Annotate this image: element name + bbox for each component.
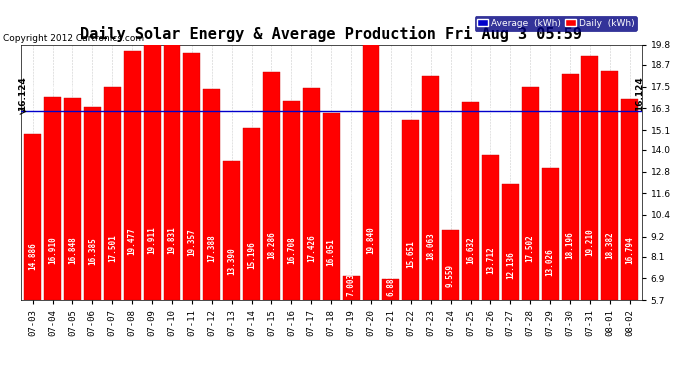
- Bar: [124, 51, 141, 300]
- Text: 16.794: 16.794: [625, 236, 634, 264]
- Text: 13.712: 13.712: [486, 246, 495, 274]
- Text: 13.026: 13.026: [546, 248, 555, 276]
- Text: 18.286: 18.286: [267, 231, 276, 259]
- Text: 16.708: 16.708: [287, 236, 296, 264]
- Text: 16.632: 16.632: [466, 237, 475, 264]
- Text: 16.385: 16.385: [88, 237, 97, 265]
- Bar: [184, 53, 200, 300]
- Text: 18.196: 18.196: [566, 232, 575, 260]
- Text: 13.390: 13.390: [227, 247, 236, 275]
- Bar: [502, 184, 519, 300]
- Text: 19.840: 19.840: [366, 226, 375, 254]
- Bar: [144, 43, 161, 300]
- Bar: [84, 107, 101, 300]
- Text: 12.136: 12.136: [506, 251, 515, 279]
- Bar: [422, 76, 439, 300]
- Bar: [104, 87, 121, 300]
- Bar: [442, 230, 459, 300]
- Legend: Average  (kWh), Daily  (kWh): Average (kWh), Daily (kWh): [475, 16, 637, 31]
- Text: 6.881: 6.881: [386, 273, 395, 296]
- Bar: [44, 97, 61, 300]
- Title: Daily Solar Energy & Average Production Fri Aug 3 05:59: Daily Solar Energy & Average Production …: [80, 27, 582, 42]
- Text: 17.426: 17.426: [307, 234, 316, 262]
- Text: 14.886: 14.886: [28, 242, 37, 270]
- Bar: [621, 99, 638, 300]
- Bar: [582, 56, 598, 300]
- Text: 16.124: 16.124: [635, 76, 644, 111]
- Bar: [522, 87, 539, 300]
- Bar: [243, 128, 260, 300]
- Bar: [402, 120, 420, 300]
- Text: 9.559: 9.559: [446, 264, 455, 288]
- Text: 19.357: 19.357: [188, 228, 197, 255]
- Bar: [204, 88, 220, 300]
- Bar: [382, 279, 400, 300]
- Bar: [562, 74, 578, 300]
- Text: 19.210: 19.210: [585, 228, 595, 256]
- Bar: [24, 134, 41, 300]
- Bar: [224, 161, 240, 300]
- Bar: [462, 102, 479, 300]
- Text: 18.382: 18.382: [605, 231, 614, 259]
- Text: 15.196: 15.196: [247, 242, 256, 269]
- Bar: [323, 113, 339, 300]
- Bar: [343, 276, 359, 300]
- Text: 17.388: 17.388: [207, 234, 216, 262]
- Bar: [362, 44, 380, 300]
- Text: 17.502: 17.502: [526, 234, 535, 262]
- Text: 16.124: 16.124: [18, 76, 27, 111]
- Text: 19.911: 19.911: [148, 226, 157, 254]
- Bar: [283, 101, 300, 300]
- Bar: [263, 72, 280, 300]
- Text: Copyright 2012 Cartronics.com: Copyright 2012 Cartronics.com: [3, 34, 145, 43]
- Text: 15.651: 15.651: [406, 240, 415, 268]
- Text: 7.003: 7.003: [346, 273, 355, 296]
- Bar: [164, 45, 180, 300]
- Text: 19.477: 19.477: [128, 227, 137, 255]
- Text: 18.063: 18.063: [426, 232, 435, 260]
- Text: 17.501: 17.501: [108, 234, 117, 262]
- Bar: [602, 70, 618, 300]
- Text: 16.910: 16.910: [48, 236, 57, 264]
- Bar: [542, 168, 559, 300]
- Text: 19.831: 19.831: [168, 226, 177, 254]
- Bar: [303, 88, 319, 300]
- Bar: [64, 98, 81, 300]
- Text: 16.848: 16.848: [68, 236, 77, 264]
- Text: 16.051: 16.051: [326, 238, 336, 266]
- Bar: [482, 155, 499, 300]
